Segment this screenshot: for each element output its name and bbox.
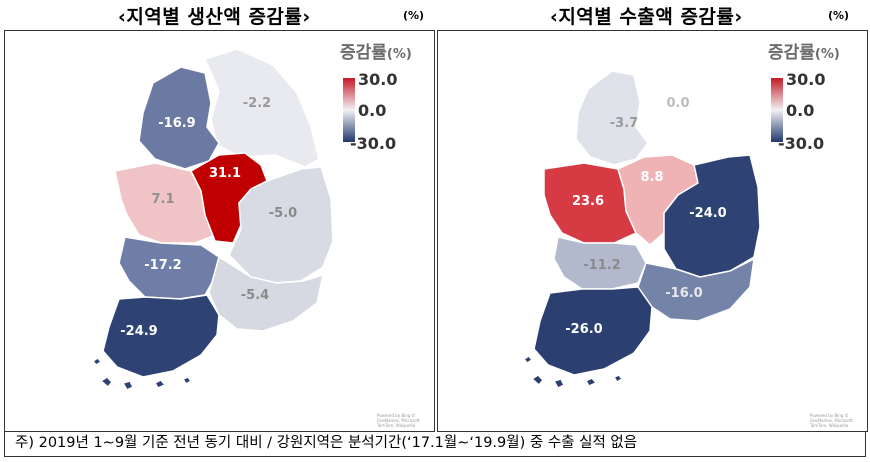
legend-title: 증감률(%) xyxy=(768,43,840,63)
region-chungnam[interactable] xyxy=(114,162,216,244)
legend-max: 30.0 xyxy=(358,70,398,89)
left-unit-label: (%) xyxy=(403,9,425,22)
legend-min: -30.0 xyxy=(778,134,825,153)
region-value-label: -5.4 xyxy=(241,288,269,303)
legend-mid: 0.0 xyxy=(786,101,815,120)
region-value-label: -11.2 xyxy=(583,258,620,273)
region-value-label: 0.0 xyxy=(666,96,689,111)
right-map-title: ‹지역별 수출액 증감률› xyxy=(550,6,743,28)
region-chungnam[interactable] xyxy=(543,162,637,244)
left-map-panel: -16.9 -2.2 7.1 31.1 -5.0 -17.2 -5.4 -24.9 Power… xyxy=(4,30,435,432)
island-shapes xyxy=(92,357,192,391)
right-legend: 증감률(%) 30.0 0.0 -30.0 xyxy=(768,38,864,158)
region-value-label: -24.9 xyxy=(120,324,157,339)
region-sudogwon[interactable] xyxy=(138,66,220,170)
region-value-label: 23.6 xyxy=(572,194,604,209)
right-choropleth-map: 0.0 -3.7 23.6 8.8 -24.0 -11.2 -16.0 -26.0 xyxy=(523,50,761,389)
region-value-label: -3.7 xyxy=(610,116,638,131)
legend-min: -30.0 xyxy=(350,134,397,153)
left-legend: 증감률(%) 30.0 0.0 -30.0 xyxy=(340,38,430,158)
region-value-label: -17.2 xyxy=(144,258,181,273)
left-choropleth-map: -16.9 -2.2 7.1 31.1 -5.0 -17.2 -5.4 -24.9 xyxy=(92,48,334,391)
footnote: 주) 2019년 1∼9월 기준 전년 동기 대비 / 강원지역은 분석기간(‘… xyxy=(4,431,866,457)
region-value-label: -2.2 xyxy=(243,96,271,111)
region-value-label: 31.1 xyxy=(209,166,241,181)
island-shapes xyxy=(523,355,623,389)
region-value-label: 7.1 xyxy=(151,192,174,207)
region-value-label: -5.0 xyxy=(269,206,297,221)
region-value-label: 8.8 xyxy=(640,170,663,185)
region-gangwon[interactable] xyxy=(204,48,320,168)
map-credit: Powered by Bing © GeoNames, Microsoft, T… xyxy=(810,413,854,428)
map-credit: Powered by Bing © GeoNames, Microsoft, T… xyxy=(377,413,421,428)
region-value-label: -26.0 xyxy=(565,322,602,337)
right-map-panel: 0.0 -3.7 23.6 8.8 -24.0 -11.2 -16.0 -26.0 Power… xyxy=(437,30,868,432)
region-value-label: -16.9 xyxy=(158,116,195,131)
region-jeonnam[interactable] xyxy=(102,294,220,378)
left-map-title: ‹지역별 생산액 증감률› xyxy=(118,6,311,28)
region-jeonnam[interactable] xyxy=(533,286,653,376)
region-value-label: -16.0 xyxy=(665,286,702,301)
right-unit-label: (%) xyxy=(828,9,850,22)
legend-color-scale xyxy=(771,78,783,142)
legend-mid: 0.0 xyxy=(358,101,387,120)
legend-max: 30.0 xyxy=(786,70,826,89)
region-sudogwon[interactable] xyxy=(575,70,649,166)
legend-title: 증감률(%) xyxy=(340,43,412,63)
region-jeonbuk[interactable] xyxy=(553,236,647,290)
legend-color-scale xyxy=(343,78,355,142)
region-value-label: -24.0 xyxy=(689,206,726,221)
